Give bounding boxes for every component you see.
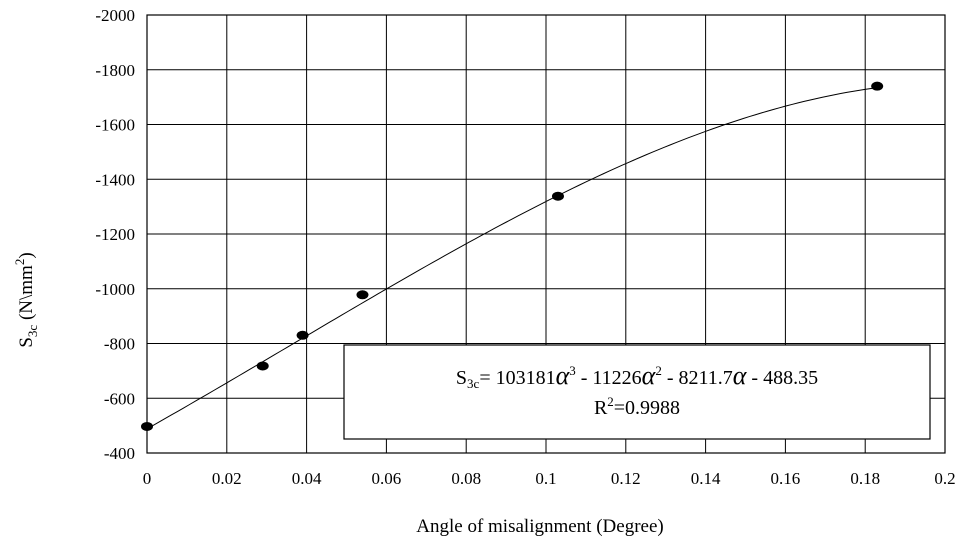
x-tick-label-10: 0.2: [934, 469, 955, 488]
r-squared-sup: 2: [607, 394, 614, 409]
equation-alpha-3: α: [556, 361, 571, 390]
x-tick-label-2: 0.04: [292, 469, 322, 488]
y-tick-label-7: -600: [104, 389, 135, 408]
y-axis-title-text: (N\mm: [16, 265, 37, 325]
equation-alpha-1: α: [733, 361, 748, 390]
equation-line-2: R2=0.9988: [594, 394, 680, 419]
equation-coef-1: - 8211.7: [662, 367, 733, 389]
y-tick-label-8: -400: [104, 444, 135, 463]
plot-area-frame: [146, 14, 946, 454]
r-squared-value: =0.9988: [614, 397, 680, 419]
y-axis-title: S3c (N\mm2): [12, 252, 40, 347]
equation-exp-3: 3: [569, 363, 576, 378]
y-tick-label-4: -1200: [95, 225, 135, 244]
y-axis-title-base: S: [16, 337, 37, 348]
y-tick-label-3: -1400: [95, 170, 135, 189]
x-tick-label-6: 0.12: [611, 469, 641, 488]
x-tick-label-3: 0.06: [372, 469, 402, 488]
x-axis-title: Angle of misalignment (Degree): [416, 516, 663, 537]
equation-coef-2: - 11226: [576, 367, 642, 389]
r-squared-r: R: [594, 397, 608, 419]
y-axis-title-sup: 2: [12, 259, 27, 266]
equation-s: S: [456, 367, 467, 389]
x-tick-label-0: 0: [143, 469, 152, 488]
x-tick-label-7: 0.14: [691, 469, 721, 488]
equation-const: - 488.35: [746, 367, 818, 389]
equation-exp-2: 2: [655, 363, 662, 378]
equation-box: S3c= 103181α3 - 11226α2 - 8211.7α - 488.…: [343, 344, 931, 440]
y-axis-tick-labels: -2000 -1800 -1600 -1400 -1200 -1000 -800 -600 -4…: [95, 6, 135, 463]
data-point-5: [871, 81, 884, 91]
y-tick-label-0: -2000: [95, 6, 135, 25]
y-axis-title-sub: 3c: [25, 325, 40, 338]
y-tick-label-2: -1600: [95, 116, 135, 135]
y-axis-title-close: ): [16, 252, 37, 258]
data-point-4: [551, 191, 564, 201]
x-tick-label-5: 0.1: [535, 469, 556, 488]
data-point-3: [356, 290, 369, 300]
equation-coef-3: = 103181: [479, 367, 555, 389]
x-tick-label-9: 0.18: [850, 469, 880, 488]
data-points: [141, 81, 884, 431]
trendline-curve: [146, 87, 878, 430]
equation-box-frame: [343, 344, 931, 440]
equation-alpha-2: α: [642, 361, 657, 390]
y-tick-label-5: -1000: [95, 280, 135, 299]
x-tick-label-1: 0.02: [212, 469, 242, 488]
x-axis-tick-labels: 0 0.02 0.04 0.06 0.08 0.1 0.12 0.14 0.16 0.18 0.2: [143, 469, 956, 488]
equation-s-sub: 3c: [467, 376, 480, 391]
x-tick-label-4: 0.08: [451, 469, 481, 488]
data-point-1: [256, 361, 269, 371]
data-point-0: [141, 421, 153, 431]
y-tick-label-6: -800: [104, 335, 135, 354]
x-tick-label-8: 0.16: [771, 469, 801, 488]
equation-line-1: S3c= 103181α3 - 11226α2 - 8211.7α - 488.…: [456, 361, 818, 391]
y-tick-label-1: -1800: [95, 61, 135, 80]
data-point-2: [296, 330, 309, 340]
